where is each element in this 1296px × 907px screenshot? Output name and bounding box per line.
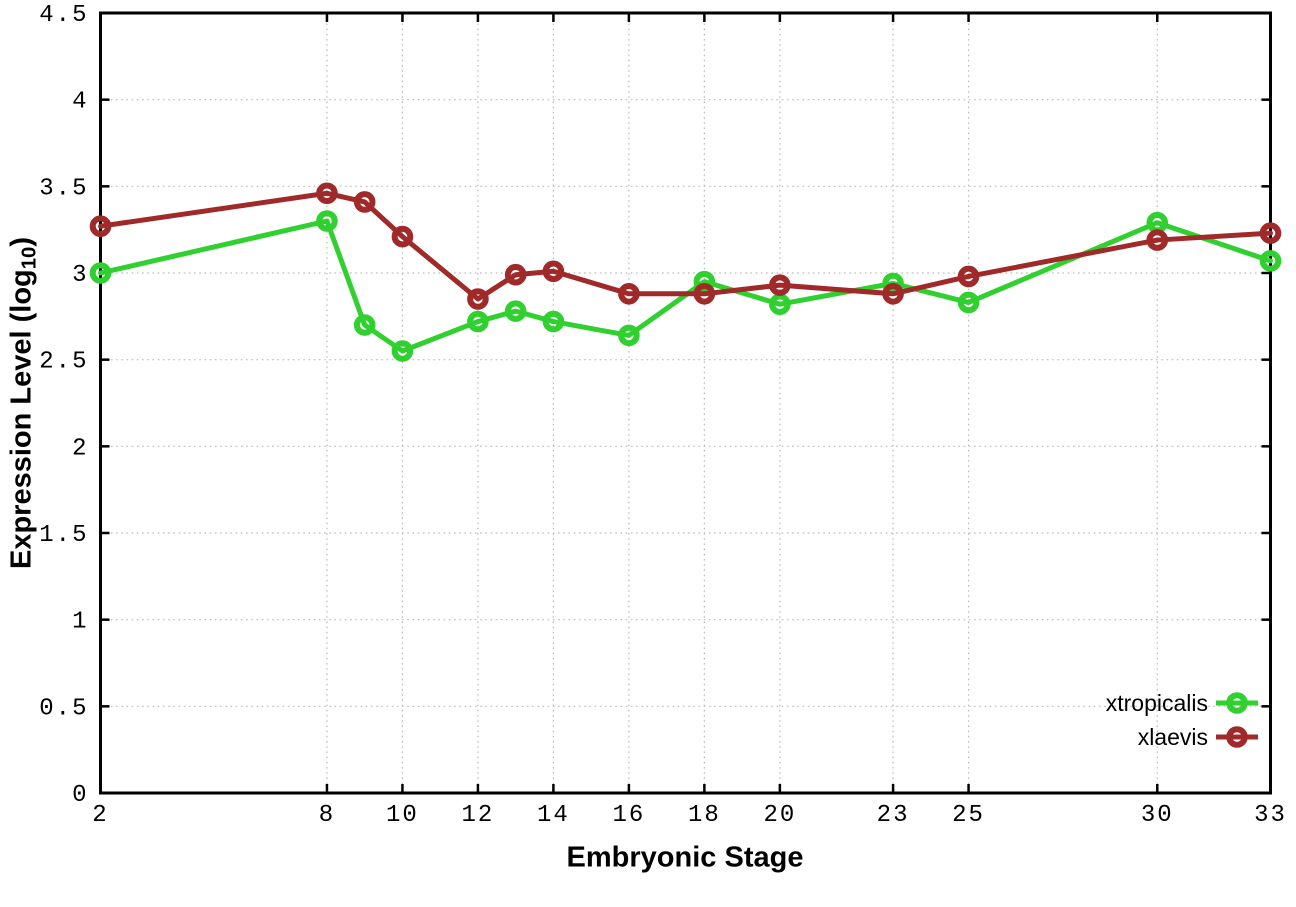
series-xlaevis-marker	[316, 182, 338, 205]
series-xtropicalis-marker	[957, 291, 980, 314]
y-tick-label: 1	[72, 609, 88, 636]
series-xlaevis-marker	[1259, 222, 1282, 244]
legend-marker-sample	[1226, 726, 1248, 748]
y-axis-title-subscript: 10	[18, 246, 41, 270]
x-tick-label: 10	[386, 802, 419, 829]
y-axis-title-close: )	[5, 237, 38, 247]
series-xtropicalis-marker	[316, 210, 338, 232]
series-xtropicalis-marker	[504, 300, 527, 322]
y-tick-label: 2.5	[39, 349, 88, 376]
y-tick-label: 0.5	[39, 695, 88, 722]
y-tick-label: 2	[72, 435, 88, 462]
series-xlaevis-marker	[467, 288, 489, 310]
series-xtropicalis-marker	[618, 324, 640, 347]
series-xtropicalis-marker	[353, 314, 376, 336]
x-axis-title-text: Embryonic Stage	[566, 841, 804, 874]
y-tick-label: 1.5	[39, 522, 88, 549]
series-xlaevis-marker	[391, 225, 414, 248]
series-xtropicalis-marker	[89, 262, 112, 284]
y-tick-label: 3	[72, 262, 88, 289]
y-tick-label: 4	[72, 89, 88, 116]
legend-label-xtropicalis: xtropicalis	[1106, 690, 1208, 716]
series-xtropicalis-marker	[882, 272, 904, 295]
series-xtropicalis-marker	[693, 270, 716, 293]
series-xtropicalis	[89, 210, 1282, 362]
series-xlaevis-marker	[769, 274, 791, 296]
series-xlaevis-marker	[542, 260, 565, 283]
series-xlaevis-marker	[882, 283, 904, 305]
plot-border	[99, 11, 1272, 795]
y-axis-title-text: Expression Level (log	[5, 269, 38, 569]
x-tick-label: 20	[763, 802, 796, 829]
series-xtropicalis-marker	[1259, 250, 1282, 272]
x-tick-label: 16	[612, 802, 645, 829]
legend: xtropicalis xlaevis	[1106, 690, 1258, 750]
series-xlaevis-marker	[504, 263, 527, 286]
series-xlaevis	[89, 182, 1282, 310]
x-tick-label: 23	[877, 802, 910, 829]
x-tick-label: 12	[462, 802, 495, 829]
x-tick-label: 8	[319, 802, 335, 829]
x-tick-label: 2	[92, 802, 108, 829]
x-tick-label: 14	[537, 802, 570, 829]
y-tick-label: 3.5	[39, 175, 88, 202]
series-xlaevis-marker	[89, 215, 112, 237]
series-xlaevis-marker	[693, 283, 716, 305]
x-tick-label: 25	[952, 802, 985, 829]
series-xlaevis-marker	[957, 265, 980, 288]
series-xlaevis-marker	[353, 191, 376, 213]
y-tick-label: 4.5	[39, 2, 88, 29]
series-xtropicalis-line	[98, 218, 1273, 354]
series-xtropicalis-marker	[391, 340, 414, 362]
legend-label-xlaevis: xlaevis	[1138, 724, 1208, 750]
x-tick-label: 30	[1141, 802, 1174, 829]
legend-marker-sample	[1226, 692, 1248, 714]
x-tick-label: 18	[688, 802, 721, 829]
series-xtropicalis-marker	[542, 310, 565, 333]
y-tick-label: 0	[72, 782, 88, 809]
series-xlaevis-marker	[618, 283, 640, 305]
series-xlaevis-line	[98, 190, 1273, 302]
x-tick-label: 33	[1254, 802, 1287, 829]
series-xlaevis-marker	[1146, 229, 1169, 251]
series-xtropicalis-marker	[467, 310, 489, 333]
series-xtropicalis-marker	[769, 293, 791, 316]
